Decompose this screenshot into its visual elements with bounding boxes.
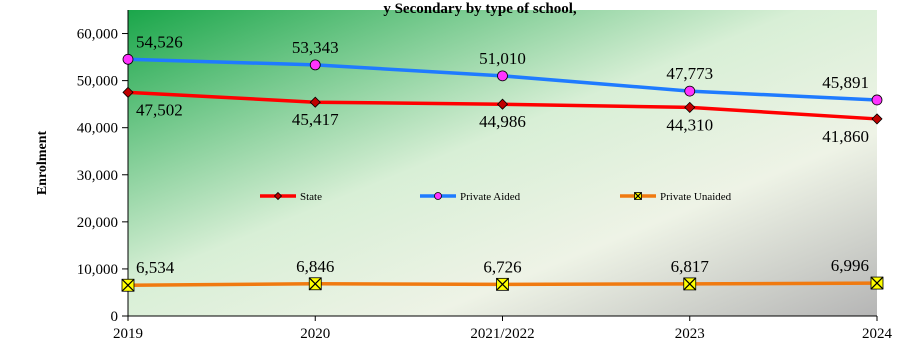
data-point [871, 113, 883, 125]
y-tick-label: 60,000 [77, 27, 118, 43]
data-point [122, 53, 134, 65]
y-tick-label: 0 [111, 309, 119, 325]
y-tick-label: 20,000 [77, 215, 118, 231]
data-label: 41,860 [822, 127, 869, 146]
data-point [309, 96, 321, 108]
legend-item: State [260, 191, 322, 203]
plot-area [128, 10, 877, 316]
data-label: 47,773 [666, 64, 713, 83]
data-point [871, 94, 883, 106]
data-point [634, 192, 642, 200]
data-point [497, 70, 508, 82]
y-tick-label: 50,000 [77, 74, 118, 90]
data-label: 47,502 [136, 100, 183, 119]
axes: 0 10,000 20,000 30,000 40,000 50,000 60,000 201… [77, 10, 893, 342]
x-tick-label: 2024 [862, 326, 893, 342]
y-tick-label: 10,000 [77, 262, 118, 278]
y-tick-label: 40,000 [77, 121, 118, 137]
svg-text:Private Aided: Private Aided [460, 191, 521, 203]
data-label: 53,343 [292, 38, 339, 57]
data-label: 45,891 [822, 73, 869, 92]
data-label: 6,726 [483, 257, 521, 276]
data-label: 54,526 [136, 32, 183, 51]
data-point [308, 277, 322, 291]
svg-text:Private Unaided: Private Unaided [660, 191, 732, 203]
x-tick-label: 2019 [113, 326, 143, 342]
chart-title: y Secondary by type of school, [383, 1, 577, 17]
data-point [273, 191, 283, 201]
data-label: 51,010 [479, 49, 526, 68]
data-point [684, 101, 696, 113]
series-labels: 47,502 45,417 44,986 44,310 41,860 54,526 53,3… [136, 32, 869, 277]
data-point [870, 276, 884, 290]
y-tick-label: 30,000 [77, 168, 118, 184]
data-point [434, 192, 442, 200]
data-label: 6,817 [671, 257, 710, 276]
x-tick-label: 2023 [675, 326, 705, 342]
x-tick-label: 2020 [300, 326, 330, 342]
data-label: 45,417 [292, 110, 339, 129]
data-point [122, 86, 134, 98]
series-lines [121, 53, 884, 292]
data-point [683, 277, 697, 291]
legend-item: Private Aided [420, 191, 521, 203]
data-point [309, 59, 321, 71]
data-point [684, 85, 696, 97]
data-label: 44,310 [666, 115, 713, 134]
data-point [496, 277, 509, 291]
data-label: 44,986 [479, 112, 526, 131]
data-point [121, 278, 135, 292]
legend-item: Private Unaided [620, 191, 732, 203]
y-axis-title: Enrolment [35, 131, 50, 196]
data-label: 6,996 [831, 256, 869, 275]
legend: State Private Aided Private Unaided [260, 191, 732, 203]
x-tick-label: 2021/2022 [470, 326, 534, 342]
data-label: 6,534 [136, 258, 175, 277]
data-point [496, 98, 509, 110]
data-label: 6,846 [296, 257, 334, 276]
svg-text:State: State [300, 191, 322, 203]
